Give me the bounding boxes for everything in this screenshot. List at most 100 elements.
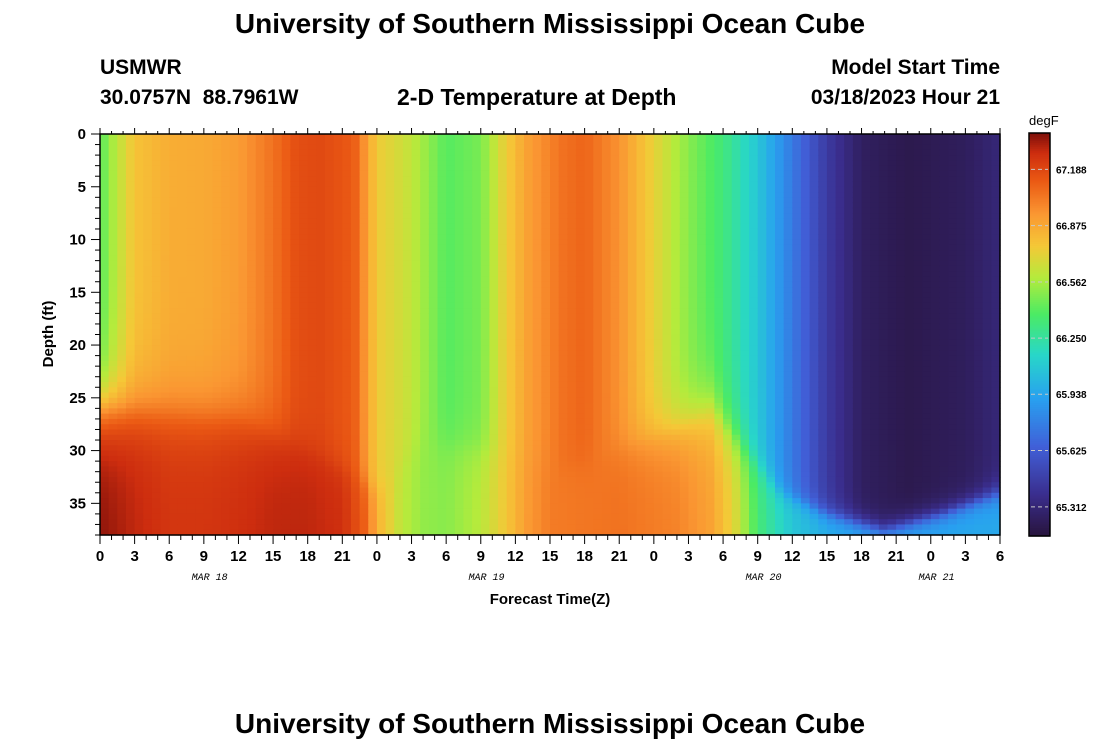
heatmap-cell: [524, 144, 534, 151]
heatmap-cell: [342, 498, 352, 504]
heatmap-cell: [437, 440, 447, 446]
heatmap-cell: [143, 466, 153, 473]
heatmap-cell: [636, 450, 646, 457]
heatmap-cell: [333, 186, 343, 193]
heatmap-cell: [619, 471, 629, 478]
heatmap-cell: [662, 207, 672, 214]
heatmap-cell: [151, 334, 162, 341]
heatmap-cell: [550, 292, 560, 299]
heatmap-cell: [567, 345, 577, 351]
heatmap-cell: [532, 413, 542, 420]
heatmap-cell: [342, 418, 352, 425]
heatmap-cell: [385, 149, 395, 156]
heatmap-cell: [515, 292, 525, 299]
heatmap-cell: [299, 445, 309, 452]
heatmap-cell: [515, 318, 525, 325]
heatmap-cell: [238, 519, 248, 526]
heatmap-cell: [299, 466, 309, 473]
heatmap-cell: [575, 381, 586, 388]
heatmap-cell: [506, 376, 516, 383]
heatmap-cell: [541, 371, 551, 378]
heatmap-cell: [575, 239, 586, 246]
heatmap-cell: [437, 339, 447, 346]
heatmap-cell: [610, 455, 620, 462]
heatmap-cell: [506, 139, 516, 146]
heatmap-cell: [446, 387, 456, 394]
heatmap-cell: [169, 302, 179, 309]
heatmap-cell: [411, 471, 421, 478]
heatmap-cell: [515, 329, 525, 336]
heatmap-cell: [247, 445, 257, 452]
heatmap-cell: [264, 381, 274, 388]
heatmap-cell: [610, 524, 620, 531]
heatmap-cell: [480, 334, 491, 341]
heatmap-cell: [212, 250, 222, 256]
heatmap-cell: [247, 287, 257, 293]
heatmap-cell: [255, 519, 266, 526]
heatmap-cell: [394, 418, 404, 425]
heatmap-cell: [273, 160, 283, 167]
heatmap-cell: [229, 165, 240, 172]
heatmap-cell: [108, 392, 118, 399]
heatmap-cell: [662, 213, 672, 220]
heatmap-cell: [125, 297, 136, 304]
heatmap-cell: [454, 134, 465, 140]
heatmap-cell: [290, 376, 300, 383]
heatmap-cell: [437, 345, 447, 351]
heatmap-cell: [636, 503, 646, 510]
heatmap-cell: [446, 329, 456, 336]
heatmap-cell: [636, 255, 646, 262]
heatmap-cell: [195, 418, 205, 425]
heatmap-cell: [402, 207, 413, 214]
heatmap-cell: [446, 366, 456, 373]
heatmap-cell: [195, 297, 205, 304]
heatmap-cell: [307, 498, 317, 504]
heatmap-cell: [532, 334, 542, 341]
heatmap-cell: [575, 276, 586, 283]
heatmap-cell: [177, 498, 188, 504]
heatmap-cell: [281, 313, 291, 320]
heatmap-cell: [134, 149, 144, 156]
heatmap-cell: [662, 218, 672, 225]
heatmap-cell: [255, 160, 266, 167]
heatmap-cell: [446, 287, 456, 293]
heatmap-cell: [524, 260, 534, 267]
heatmap-cell: [238, 529, 248, 536]
heatmap-cell: [662, 292, 672, 299]
heatmap-cell: [160, 487, 170, 494]
heatmap-cell: [307, 139, 317, 146]
heatmap-cell: [151, 149, 162, 156]
heatmap-cell: [342, 345, 352, 351]
heatmap-cell: [454, 455, 465, 462]
heatmap-cell: [151, 292, 162, 299]
heatmap-cell: [229, 308, 240, 314]
heatmap-cell: [325, 228, 335, 235]
heatmap-cell: [498, 160, 508, 167]
heatmap-cell: [238, 450, 248, 457]
heatmap-cell: [117, 334, 127, 341]
heatmap-cell: [169, 513, 179, 520]
heatmap-cell: [627, 524, 638, 531]
heatmap-cell: [273, 408, 283, 415]
heatmap-cell: [454, 308, 465, 314]
heatmap-cell: [446, 529, 456, 536]
heatmap-cell: [281, 134, 291, 140]
heatmap-cell: [359, 149, 369, 156]
heatmap-cell: [428, 192, 439, 198]
heatmap-cell: [619, 429, 629, 436]
heatmap-cell: [203, 355, 214, 362]
heatmap-cell: [653, 519, 664, 526]
heatmap-cell: [593, 360, 603, 367]
heatmap-cell: [532, 498, 542, 504]
heatmap-cell: [575, 287, 586, 293]
heatmap-cell: [402, 181, 413, 188]
heatmap-cell: [532, 424, 542, 431]
heatmap-cell: [151, 345, 162, 351]
heatmap-cell: [619, 519, 629, 526]
heatmap-cell: [307, 376, 317, 383]
heatmap-cell: [575, 461, 586, 468]
heatmap-cell: [463, 265, 473, 272]
heatmap-cell: [636, 149, 646, 156]
heatmap-cell: [653, 403, 664, 409]
heatmap-cell: [100, 345, 110, 351]
